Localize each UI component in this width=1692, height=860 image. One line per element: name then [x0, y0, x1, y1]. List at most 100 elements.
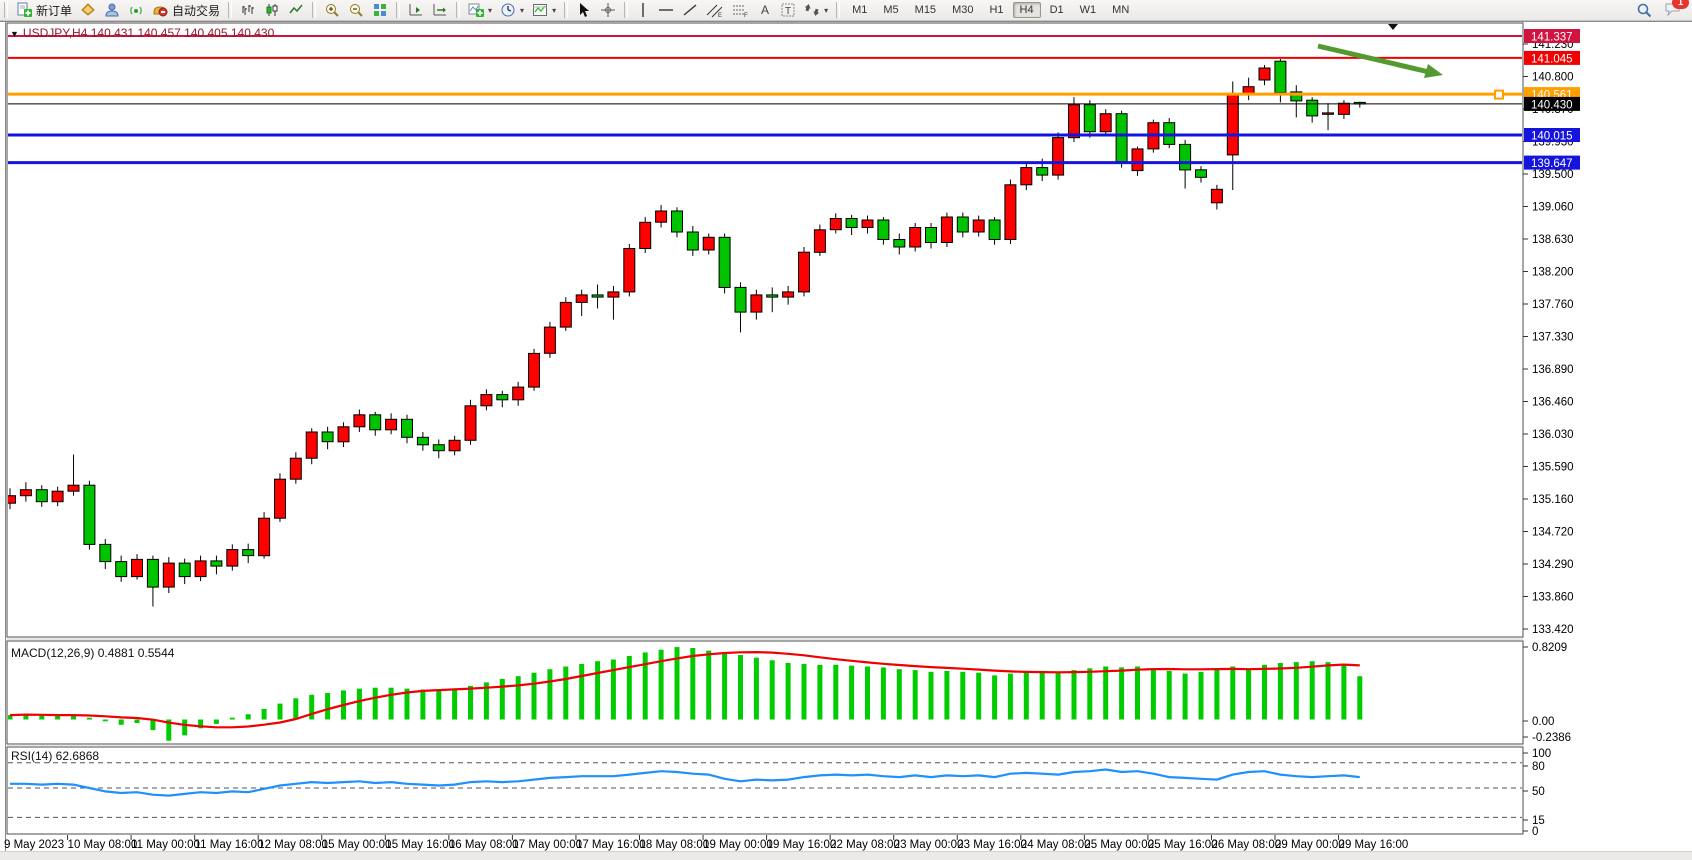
macd-bar	[1341, 663, 1347, 720]
toolbar-separator	[624, 2, 629, 18]
candle-body	[718, 236, 731, 289]
candle-body	[1290, 91, 1303, 102]
chart-canvas[interactable]: 141.230140.800140.370139.930139.500139.0…	[0, 21, 1692, 859]
indicators-button[interactable]: ▾	[464, 0, 496, 20]
trend-arrow-annotation[interactable]	[1317, 43, 1443, 78]
candle-body	[321, 431, 334, 443]
macd-bar	[1166, 670, 1172, 720]
macd-bar	[515, 676, 521, 720]
panel-divider[interactable]	[7, 745, 1523, 746]
date-axis-label: 17 May 16:00	[576, 839, 646, 851]
macd-axis-label: 0.8209	[1532, 642, 1567, 654]
macd-bar	[817, 664, 823, 720]
timeframe-button-h4[interactable]: H4	[1012, 2, 1041, 18]
templates-button[interactable]: ▾	[528, 0, 560, 20]
candlestick-icon	[266, 4, 278, 16]
macd-bar	[928, 671, 934, 720]
signals-button[interactable]	[124, 0, 148, 20]
candle-body	[1099, 113, 1112, 133]
candle-body	[607, 291, 620, 298]
svg-text:140.430: 140.430	[1531, 99, 1573, 111]
rsi-plot	[8, 762, 1522, 818]
horizontal-line-tool-button[interactable]	[654, 0, 678, 20]
macd-axis-label: 0.00	[1532, 716, 1554, 728]
community-button[interactable]	[100, 0, 124, 20]
timeframe-button-m30[interactable]: M30	[952, 4, 974, 16]
dropdown-arrow-icon: ▾	[488, 5, 493, 15]
cursor-icon	[580, 3, 590, 17]
candle-body	[1274, 60, 1287, 94]
line-chart-mode-button[interactable]	[284, 0, 308, 20]
macd-bar	[1150, 668, 1156, 720]
candle-body	[940, 216, 953, 243]
date-axis-label: 25 May 00:00	[1084, 839, 1154, 851]
periods-button[interactable]: ▾	[496, 0, 528, 20]
candle-body	[353, 414, 366, 428]
macd-bar	[1103, 666, 1109, 720]
trendline-tool-button[interactable]	[678, 0, 702, 20]
timeframe-button-mn[interactable]: MN	[1112, 4, 1130, 16]
text-label-tool-button[interactable]: T	[776, 0, 800, 20]
line-drag-handle[interactable]	[1494, 89, 1504, 100]
new-order-button[interactable]: 新订单	[12, 0, 76, 20]
vertical-line-tool-button[interactable]	[632, 0, 654, 20]
chart-shift-button[interactable]	[428, 0, 452, 20]
zoom-in-icon	[326, 4, 339, 17]
notification-count-badge: 1	[1672, 0, 1689, 9]
price-axis-label: 134.720	[1532, 527, 1574, 539]
crosshair-tool-button[interactable]	[596, 0, 620, 20]
candle-body	[829, 218, 842, 231]
price-axis-label: 139.500	[1532, 169, 1574, 181]
bar-chart-mode-button[interactable]	[236, 0, 260, 20]
macd-bar	[102, 719, 108, 722]
candle-body	[575, 294, 588, 303]
macd-bar	[960, 671, 966, 720]
timeframe-button-m5[interactable]: M5	[883, 4, 899, 16]
price-axis-label: 137.760	[1532, 299, 1574, 311]
timeframe-button-w1[interactable]: W1	[1079, 4, 1097, 16]
notifications-button[interactable]: 1	[1664, 0, 1689, 20]
text-tool-button[interactable]: A	[754, 0, 776, 20]
macd-bar	[1135, 666, 1140, 720]
candle-body	[1306, 99, 1319, 117]
candlestick-mode-button[interactable]	[260, 0, 284, 20]
macd-bar	[55, 716, 61, 720]
macd-bar	[39, 715, 45, 720]
candle-body	[1210, 188, 1223, 204]
autotrading-button[interactable]: 自动交易	[148, 0, 224, 20]
chart-title-text: USDJPY,H4 140.431 140.457 140.405 140.43…	[22, 26, 275, 40]
chart-window[interactable]: 141.230140.800140.370139.930139.500139.0…	[0, 21, 1692, 859]
macd-bar	[1277, 663, 1283, 720]
date-axis-label: 29 May 16:00	[1339, 839, 1409, 851]
market-watch-button[interactable]	[76, 0, 100, 20]
timeframe-button-d1[interactable]: D1	[1049, 4, 1064, 16]
channel-tool-button[interactable]: E	[702, 0, 728, 20]
search-icon[interactable]	[1636, 2, 1652, 18]
fibonacci-tool-button[interactable]: F	[728, 0, 754, 20]
macd-bar	[325, 693, 331, 720]
shift-end-marker[interactable]	[1388, 24, 1398, 30]
timeframe-button-m1[interactable]: M1	[852, 4, 868, 16]
arrows-tool-button[interactable]: ▾	[800, 0, 832, 20]
candle-body	[925, 227, 937, 243]
date-axis-label: 12 May 08:00	[258, 839, 328, 851]
chart-dropdown-icon[interactable]: ▼	[10, 29, 19, 39]
tile-windows-button[interactable]	[368, 0, 392, 20]
macd-bar	[626, 655, 632, 720]
horizontal-line-icon	[659, 9, 674, 11]
zoom-in-button[interactable]	[320, 0, 344, 20]
candle-body	[464, 405, 477, 441]
candle-body	[861, 219, 874, 228]
candle-body	[988, 219, 1001, 240]
timeframe-button-m15[interactable]: M15	[914, 4, 937, 16]
timeframe-button-h1[interactable]: H1	[989, 4, 1004, 16]
macd-bar	[976, 672, 982, 720]
panel-divider[interactable]	[7, 638, 1523, 640]
auto-scroll-button[interactable]	[404, 0, 428, 20]
zoom-out-button[interactable]	[344, 0, 368, 20]
candle-body	[528, 352, 540, 388]
macd-bar	[674, 647, 680, 720]
cursor-tool-button[interactable]	[572, 0, 596, 20]
svg-text:140.015: 140.015	[1531, 131, 1573, 143]
